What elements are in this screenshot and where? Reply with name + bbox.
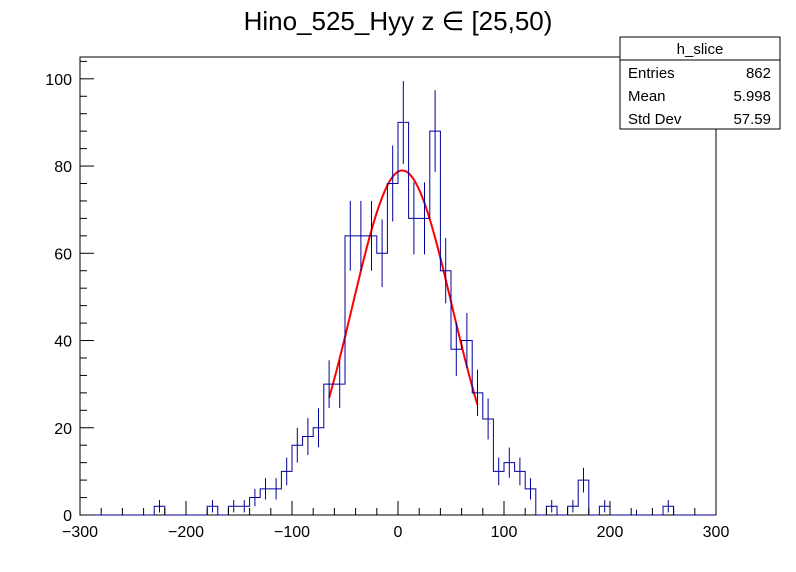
fit-curve xyxy=(328,169,479,406)
histogram-outline xyxy=(80,121,716,516)
x-tick-label: −300 xyxy=(62,524,98,541)
fit-layer xyxy=(328,169,479,406)
stats-box-title: h_slice xyxy=(677,41,724,58)
x-tick-label: −200 xyxy=(168,524,204,541)
stats-label-entries: Entries xyxy=(628,65,675,82)
y-tick-label: 20 xyxy=(54,421,72,438)
stats-label-std-dev: Std Dev xyxy=(628,111,682,128)
x-tick-label: −100 xyxy=(274,524,310,541)
chart-title: Hino_525_Hyy z ∈ [25,50) xyxy=(244,6,553,36)
x-tick-label: 200 xyxy=(597,524,624,541)
x-tick-label: 300 xyxy=(703,524,730,541)
histogram-layer xyxy=(80,81,716,516)
stats-value-std-dev: 57.59 xyxy=(733,111,771,128)
y-tick-label: 80 xyxy=(54,159,72,176)
stats-value-entries: 862 xyxy=(746,65,771,82)
axis-layer: −300 −200 −100 0 100 200 300 0 20 40 60 80 100 xyxy=(45,60,730,541)
x-tick-label: 0 xyxy=(394,524,403,541)
y-tick-label: 40 xyxy=(54,334,72,351)
stats-box: h_slice Entries 862 Mean 5.998 Std Dev 5… xyxy=(619,36,781,130)
stats-label-mean: Mean xyxy=(628,88,666,105)
y-tick-label: 0 xyxy=(63,508,72,525)
y-tick-label: 100 xyxy=(45,72,72,89)
stats-box-frame xyxy=(619,36,781,130)
y-tick-label: 60 xyxy=(54,246,72,263)
stats-value-mean: 5.998 xyxy=(733,88,771,105)
x-tick-label: 100 xyxy=(491,524,518,541)
